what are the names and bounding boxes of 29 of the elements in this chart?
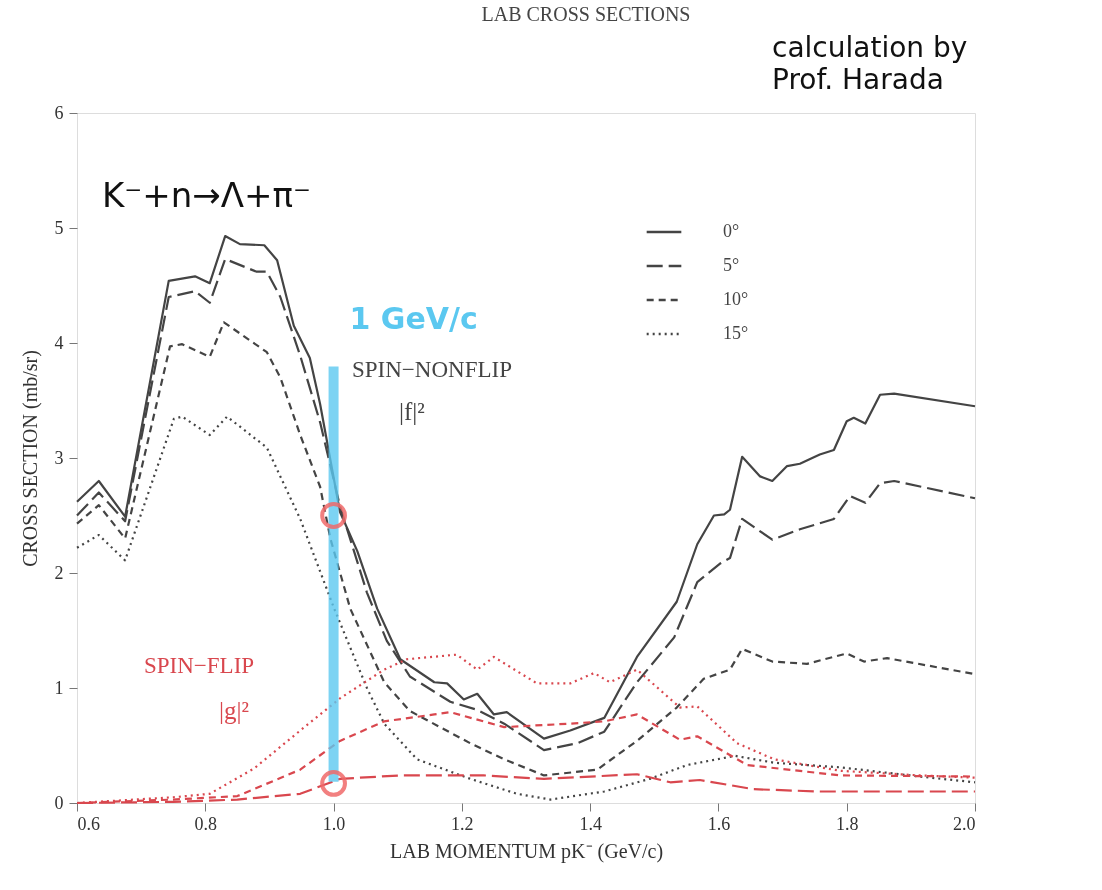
y-axis-title: CROSS SECTION (mb/sr): [18, 350, 42, 567]
x-tick-label: 0.6: [77, 813, 100, 834]
x-tick-label: 1.6: [707, 813, 731, 834]
y-tick-label: 1: [54, 677, 64, 698]
legend-label: 10°: [723, 289, 749, 309]
legend-label: 5°: [723, 255, 740, 275]
annotation: K⁻+n→Λ+π⁻: [102, 175, 311, 216]
ref-line-label: 1 GeV/c: [349, 301, 478, 337]
x-tick-label: 2.0: [953, 813, 976, 834]
x-tick-label: 1.4: [579, 813, 602, 834]
x-tick-label: 1.2: [451, 813, 474, 834]
x-tick-label: 1.0: [322, 813, 346, 834]
legend-label: 0°: [723, 221, 740, 241]
annotation: |g|²: [219, 696, 250, 724]
y-tick-label: 5: [54, 217, 64, 238]
text: calculation by Prof. Harada: [772, 31, 968, 97]
annotation: SPIN−FLIP: [144, 652, 255, 678]
x-tick-label: 0.8: [194, 813, 218, 834]
legend-label: 15°: [723, 323, 749, 343]
y-tick-label: 2: [54, 562, 64, 583]
y-tick-label: 3: [54, 447, 64, 468]
y-tick-label: 0: [54, 792, 64, 813]
annotation: |f|²: [399, 398, 425, 426]
y-tick-label: 6: [54, 102, 64, 123]
annotation: SPIN−NONFLIP: [352, 356, 512, 382]
x-axis-title: LAB MOMENTUM pK⁻ (GeV/c): [389, 839, 664, 863]
y-tick-label: 4: [54, 332, 64, 353]
chart-title: LAB CROSS SECTIONS: [481, 3, 691, 25]
x-tick-label: 1.8: [835, 813, 859, 834]
